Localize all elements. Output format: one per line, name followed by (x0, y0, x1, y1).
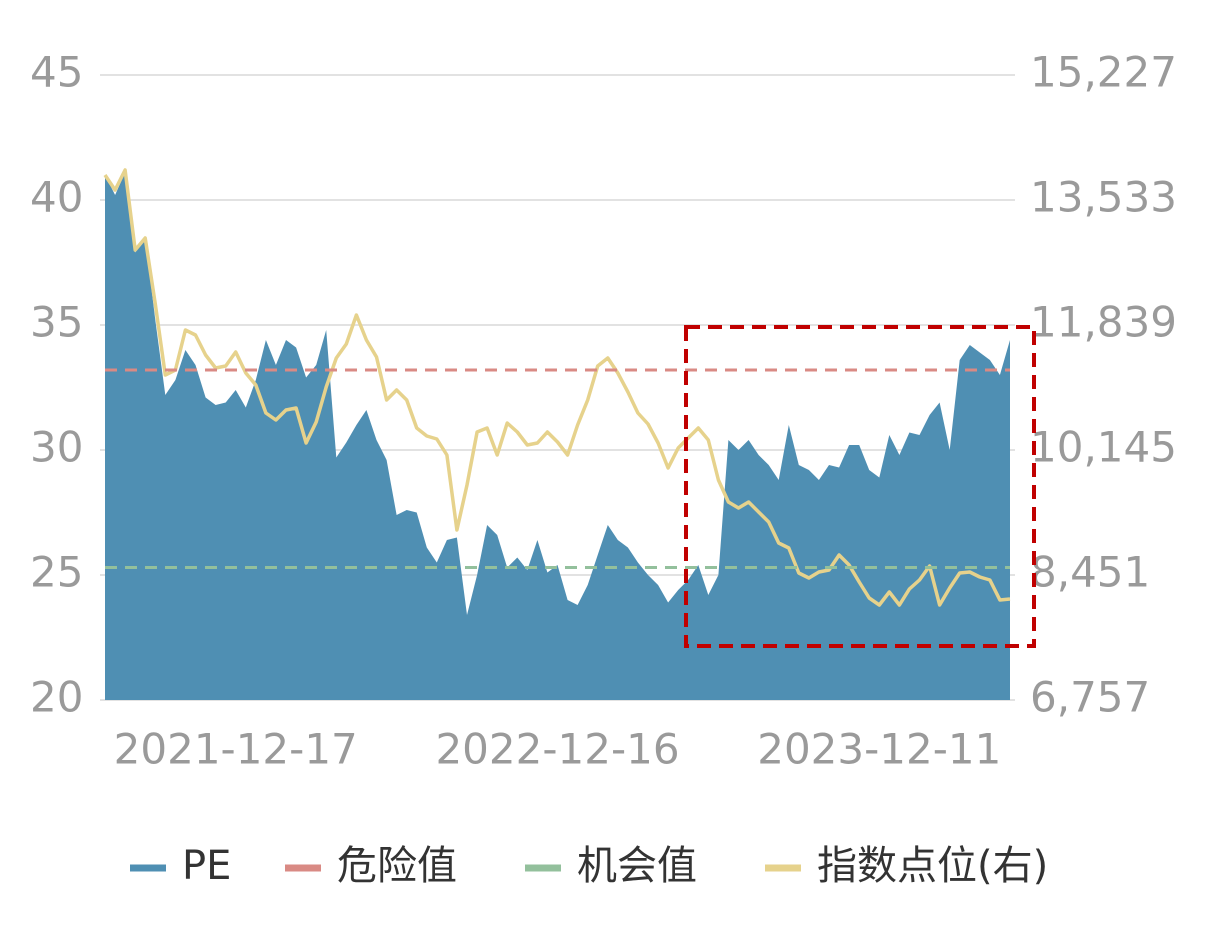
x-tick-label: 2023-12-11 (757, 725, 1001, 774)
x-tick-label: 2021-12-17 (114, 725, 358, 774)
y-tick-label: 40 (30, 173, 83, 222)
y2-tick-label: 13,533 (1030, 173, 1177, 222)
y2-tick-label: 10,145 (1030, 423, 1177, 472)
y2-tick-label: 15,227 (1030, 48, 1177, 97)
y2-tick-label: 8,451 (1030, 548, 1150, 597)
x-tick-label: 2022-12-16 (435, 725, 679, 774)
y-tick-label: 45 (30, 48, 83, 97)
y-tick-label: 30 (30, 423, 83, 472)
y-tick-label: 20 (30, 673, 83, 722)
y2-tick-label: 11,839 (1030, 298, 1177, 347)
y2-tick-label: 6,757 (1030, 673, 1150, 722)
legend-label: 指数点位(右) (817, 843, 1048, 889)
index-line (103, 168, 1011, 607)
y-tick-label: 35 (30, 298, 83, 347)
pe-area (105, 172, 1010, 700)
y-tick-label: 25 (30, 548, 83, 597)
legend-label: 危险值 (337, 843, 457, 889)
legend-label: 机会值 (577, 843, 697, 889)
legend-label: PE (182, 843, 231, 889)
highlight-box (684, 325, 1036, 648)
